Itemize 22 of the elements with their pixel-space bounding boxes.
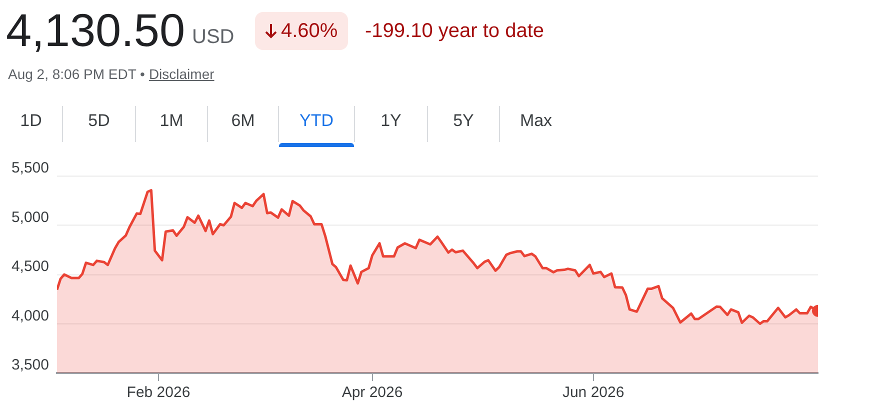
y-tick-label: 5,000 xyxy=(11,208,49,226)
x-tick-label: Feb 2026 xyxy=(126,384,190,402)
y-tick-label: 5,500 xyxy=(11,160,49,177)
x-tick-label: Apr 2026 xyxy=(342,384,403,402)
x-tick-label: Jun 2026 xyxy=(562,384,624,402)
y-tick-label: 4,000 xyxy=(11,307,49,324)
text: 1Y xyxy=(354,106,427,142)
text: Disclaimer xyxy=(148,66,214,82)
text: 6M xyxy=(207,106,278,142)
y-tick-label: 4,500 xyxy=(11,258,49,276)
text: 1D xyxy=(19,110,43,132)
text: 1M xyxy=(135,106,207,142)
text: -199.10 year to date xyxy=(365,20,544,43)
y-tick-label: 3,500 xyxy=(11,356,49,374)
chart-title: 4,130.50 xyxy=(6,4,186,56)
text: YTD xyxy=(278,106,354,142)
text: 5Y xyxy=(427,106,499,142)
text: Max xyxy=(499,106,572,142)
text: 4.60% xyxy=(281,19,338,44)
text: USD xyxy=(192,26,234,49)
text: 5D xyxy=(62,106,135,142)
text: Aug 2, 8:06 PM EDT • xyxy=(8,66,145,82)
